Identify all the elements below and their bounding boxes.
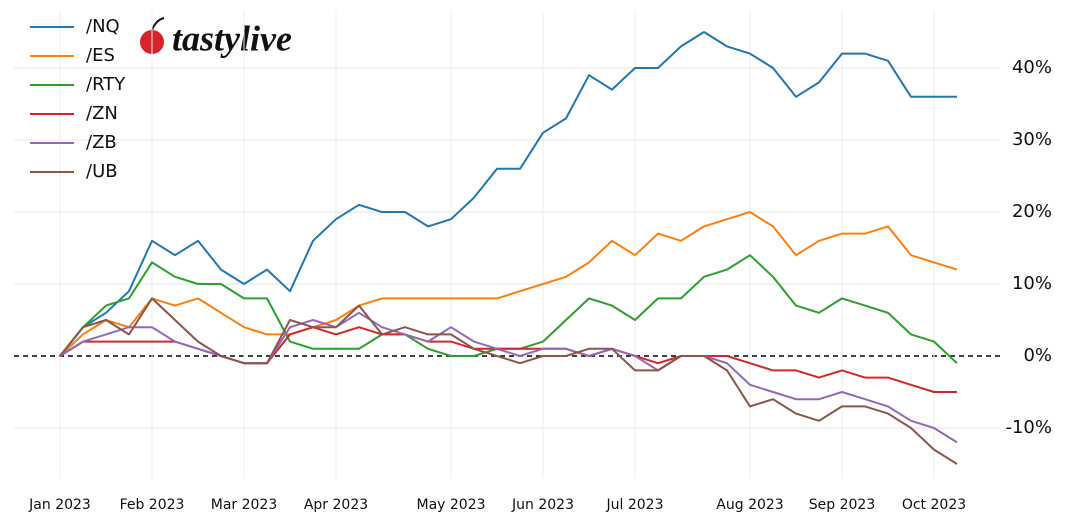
series-line <box>59 297 958 465</box>
series-line <box>59 311 958 444</box>
x-tick-label: Apr 2023 <box>304 497 368 513</box>
logo: tastylive <box>172 18 292 58</box>
x-tick-label: Feb 2023 <box>120 497 185 513</box>
legend-label: /RTY <box>86 74 126 95</box>
logo-stem <box>151 17 165 31</box>
x-tick-label: Sep 2023 <box>809 497 875 513</box>
y-tick-label: 40% <box>1012 57 1052 78</box>
legend-label: /UB <box>86 161 118 182</box>
legend-label: /ES <box>86 45 115 66</box>
y-tick-label: 0% <box>1023 345 1052 366</box>
legend-label: /ZN <box>86 103 118 124</box>
x-tick-label: May 2023 <box>416 497 485 513</box>
legend-label: /ZB <box>86 132 117 153</box>
y-tick-label: -10% <box>1005 417 1052 438</box>
y-tick-label: 30% <box>1012 129 1052 150</box>
x-tick-label: Mar 2023 <box>211 497 278 513</box>
x-tick-label: Jul 2023 <box>606 497 664 513</box>
x-tick-label: Aug 2023 <box>716 497 783 513</box>
y-tick-label: 10% <box>1012 273 1052 294</box>
legend-label: /NQ <box>86 16 120 37</box>
x-tick-label: Jun 2023 <box>511 497 574 513</box>
series-line <box>59 211 958 357</box>
x-tick-label: Jan 2023 <box>28 497 91 513</box>
series-line <box>59 31 957 357</box>
x-tick-label: Oct 2023 <box>902 497 966 513</box>
y-tick-label: 20% <box>1012 201 1052 222</box>
